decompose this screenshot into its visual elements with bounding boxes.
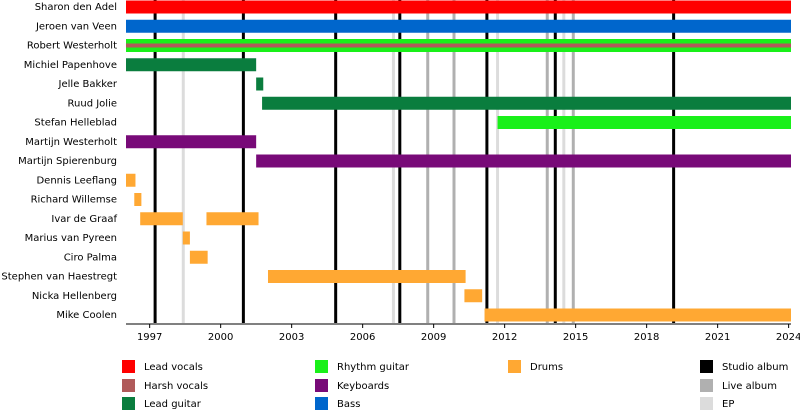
member-name: Marius van Pyreen (25, 233, 117, 244)
legend-label: EP (722, 399, 734, 410)
member-bar (126, 43, 791, 48)
member-name: Jeroen van Veen (35, 21, 117, 32)
x-tick-label: 2006 (350, 332, 375, 343)
legend-label: Drums (530, 362, 563, 373)
member-name: Dennis Leeflang (36, 175, 117, 186)
member-name: Jelle Bakker (58, 79, 118, 90)
legend-swatch (122, 397, 135, 410)
member-bar (464, 289, 483, 303)
legend-label: Lead guitar (144, 399, 202, 410)
member-bar (189, 250, 208, 264)
member-name: Ciro Palma (64, 252, 117, 263)
member-bar (126, 19, 791, 33)
member-bar (256, 77, 264, 91)
x-tick-label: 2009 (421, 332, 446, 343)
x-tick-label: 2018 (634, 332, 659, 343)
member-bar (140, 212, 183, 226)
member-name: Mike Coolen (56, 310, 117, 321)
member-bar (256, 154, 791, 168)
member-name: Ivar de Graaf (51, 214, 117, 225)
x-tick-label: 2021 (705, 332, 730, 343)
legend-label: Bass (337, 399, 360, 410)
member-name: Stefan Helleblad (34, 118, 117, 129)
member-name: Martijn Spierenburg (18, 156, 117, 167)
legend-swatch (315, 379, 328, 392)
member-name: Richard Willemse (31, 195, 117, 206)
legend-label: Live album (722, 381, 777, 392)
member-bar (126, 135, 257, 149)
member-bar (126, 173, 136, 187)
x-tick-label: 2000 (208, 332, 233, 343)
legend-label: Harsh vocals (144, 381, 208, 392)
member-name: Nicka Hellenberg (32, 291, 117, 302)
member-bar (267, 270, 466, 283)
member-bar (206, 212, 259, 226)
member-name: Martijn Westerholt (25, 137, 117, 148)
legend-swatch (315, 397, 328, 410)
member-name: Ruud Jolie (68, 98, 117, 109)
x-tick-label: 2015 (563, 332, 588, 343)
legend-label: Rhythm guitar (337, 362, 410, 373)
member-name: Stephen van Haestregt (1, 272, 117, 283)
member-bar (182, 231, 190, 245)
x-tick-label: 2012 (492, 332, 517, 343)
x-tick-label: 2003 (279, 332, 304, 343)
legend-label: Keyboards (337, 381, 389, 392)
member-name: Michiel Papenhove (24, 60, 117, 71)
legend-swatch (122, 360, 135, 373)
member-bar (134, 193, 142, 206)
x-tick-label: 1997 (137, 332, 162, 343)
x-tick-label: 2024 (776, 332, 800, 343)
legend-label: Lead vocals (144, 362, 203, 373)
legend-swatch (122, 379, 135, 392)
member-name: Sharon den Adel (35, 2, 117, 13)
legend-swatch (508, 360, 521, 373)
member-bar (262, 96, 791, 110)
member-bar (126, 0, 791, 14)
legend-swatch (700, 379, 713, 392)
member-name: Robert Westerholt (27, 41, 117, 52)
member-bar (497, 116, 791, 129)
legend-swatch (700, 360, 713, 373)
legend-label: Studio album (722, 362, 788, 373)
member-bar (126, 58, 257, 72)
legend-swatch (700, 397, 713, 410)
member-bar (484, 308, 791, 322)
legend-swatch (315, 360, 328, 373)
